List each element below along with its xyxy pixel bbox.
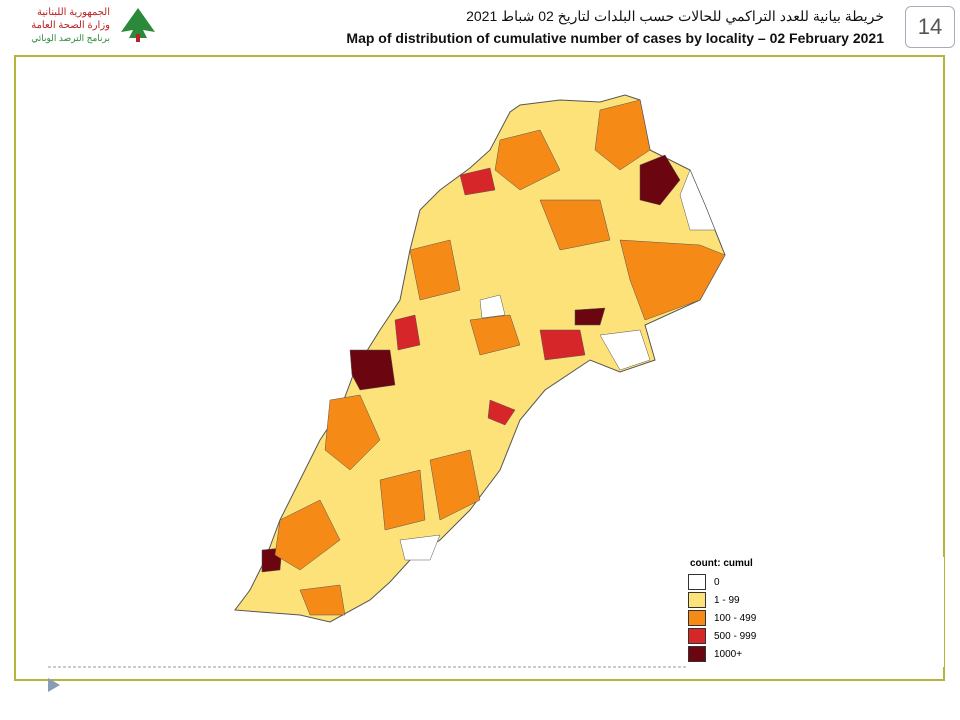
title-arabic: خريطة بيانية للعدد التراكمي للحالات حسب … bbox=[466, 8, 884, 24]
logo-line: وزارة الصحة العامة bbox=[31, 20, 110, 31]
legend-title: count: cumul bbox=[690, 558, 753, 569]
legend-label: 0 bbox=[714, 576, 720, 588]
legend-label: 1000+ bbox=[714, 648, 743, 660]
legend-item: 0 bbox=[686, 573, 944, 591]
bullet bbox=[48, 678, 60, 692]
legend-label: 100 - 499 bbox=[714, 612, 757, 624]
logo-line: برنامج الترصد الوبائي bbox=[31, 33, 110, 43]
logo-line: الجمهورية اللبنانية bbox=[37, 7, 110, 18]
logo-icon bbox=[121, 8, 155, 42]
legend-item: 100 - 499 bbox=[686, 609, 944, 627]
legend-label: 1 - 99 bbox=[714, 594, 740, 606]
page-number: 14 bbox=[905, 6, 955, 48]
legend-item: 1 - 99 bbox=[686, 591, 944, 609]
legend: count: cumul 0 1 - 99 100 - 499 500 - 999 10… bbox=[686, 557, 944, 667]
legend-swatch bbox=[688, 574, 706, 590]
map-regions bbox=[261, 99, 726, 616]
legend-item: 1000+ bbox=[686, 645, 944, 663]
legend-swatch bbox=[688, 646, 706, 662]
legend-swatch bbox=[688, 628, 706, 644]
legend-swatch bbox=[688, 592, 706, 608]
legend-swatch bbox=[688, 610, 706, 626]
title-english: Map of distribution of cumulative number… bbox=[346, 30, 884, 46]
logo-text: الجمهورية اللبنانية وزارة الصحة العامة ب… bbox=[10, 6, 110, 45]
legend-item: 500 - 999 bbox=[686, 627, 944, 645]
frame bbox=[14, 55, 945, 681]
legend-label: 500 - 999 bbox=[714, 630, 757, 642]
legend-items: 0 1 - 99 100 - 499 500 - 999 1000+ bbox=[686, 573, 944, 663]
